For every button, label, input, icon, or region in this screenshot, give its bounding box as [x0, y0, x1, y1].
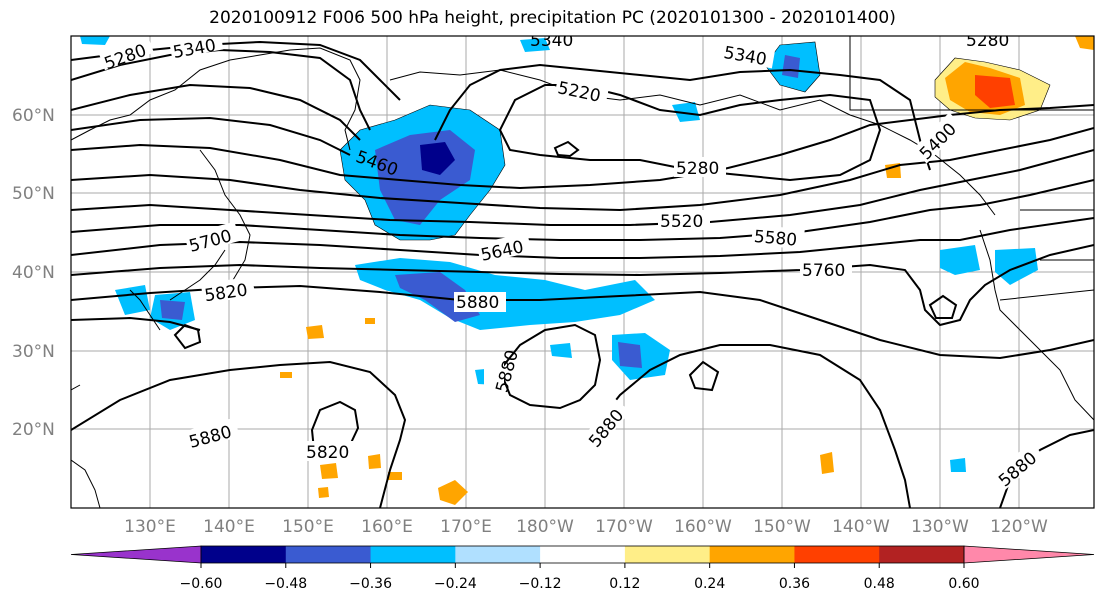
colorbar-segment	[624, 546, 711, 563]
gridlines	[71, 36, 1094, 508]
colorbar-tick-label: −0.36	[349, 576, 392, 592]
lon-label: 160°W	[674, 517, 732, 537]
lat-label: 50°N	[12, 184, 55, 204]
contour-label: 5880	[456, 293, 499, 313]
colorbar-segment	[709, 546, 795, 563]
contour-label: 5280	[676, 159, 719, 179]
lon-label: 170°E	[440, 517, 492, 537]
lon-label: 170°W	[595, 517, 653, 537]
lat-label: 30°N	[12, 342, 55, 362]
lon-label: 140°W	[832, 517, 890, 537]
colorbar-segment	[201, 546, 287, 563]
latitude-labels: 60°N 50°N 40°N 30°N 20°N	[12, 106, 55, 440]
lon-label: 120°W	[990, 517, 1048, 537]
lon-label: 160°E	[361, 517, 413, 537]
colorbar-extend-low	[70, 545, 202, 564]
lon-label: 180°W	[516, 517, 574, 537]
colorbar-segment	[285, 546, 372, 563]
contour-label: 5760	[802, 261, 845, 281]
colorbar-tick-label: 0.36	[779, 576, 810, 592]
colorbar-tick-label: −0.12	[519, 576, 562, 592]
colorbar-tick-label: 0.24	[694, 576, 725, 592]
contour-label: 5340	[530, 31, 573, 51]
contour-label: 5280	[966, 31, 1009, 51]
colorbar-tick-label: −0.60	[180, 576, 223, 592]
lat-label: 40°N	[12, 263, 55, 283]
colorbar-segment	[455, 546, 541, 563]
colorbar-segment	[794, 546, 880, 563]
precip-shading-positive	[280, 36, 1094, 505]
lon-label: 130°E	[124, 517, 176, 537]
colorbar-segment	[370, 546, 456, 563]
colorbar-segment	[879, 546, 965, 563]
colorbar-tick-label: −0.48	[264, 576, 307, 592]
colorbar-segment	[540, 546, 626, 563]
colorbar-tick-label: 0.60	[948, 576, 979, 592]
colorbar	[70, 545, 1095, 564]
lon-label: 130°W	[911, 517, 969, 537]
lon-label: 140°E	[203, 517, 255, 537]
lat-label: 20°N	[12, 420, 55, 440]
contour-label: 5820	[306, 443, 349, 463]
contour-label: 5520	[660, 212, 703, 232]
colorbar-frame	[200, 545, 965, 564]
lon-label: 150°E	[282, 517, 334, 537]
lon-label: 150°W	[753, 517, 811, 537]
map-frame	[70, 35, 1095, 509]
contour-label: 5580	[753, 227, 798, 251]
map-title: 2020100912 F006 500 hPa height, precipit…	[209, 8, 896, 28]
colorbar-extend-high	[963, 545, 1095, 564]
lat-label: 60°N	[12, 106, 55, 126]
colorbar-tick-labels: −0.60 −0.48 −0.36 −0.24 −0.12 0.12 0.24 0.36 0.4…	[180, 563, 980, 592]
colorbar-tick-label: −0.24	[434, 576, 477, 592]
colorbar-tick-label: 0.12	[609, 576, 640, 592]
colorbar-tick-label: 0.48	[864, 576, 895, 592]
longitude-labels: 130°E 140°E 150°E 160°E 170°E 180°W 170°W 160°W…	[124, 517, 1048, 537]
